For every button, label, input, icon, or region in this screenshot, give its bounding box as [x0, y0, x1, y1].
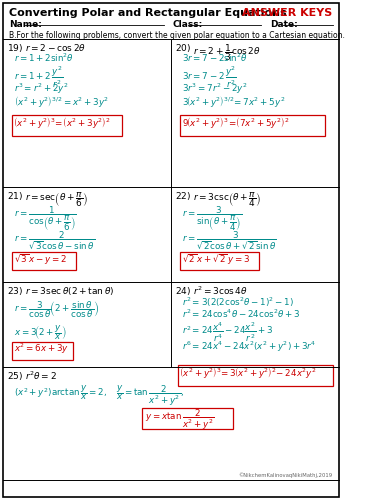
- Text: $\left(x^2+y^2\right)^{3/2} = x^2+3y^2$: $\left(x^2+y^2\right)^{3/2} = x^2+3y^2$: [14, 94, 109, 109]
- Text: ANSWER KEYS: ANSWER KEYS: [242, 8, 333, 18]
- Text: Class:: Class:: [173, 20, 203, 29]
- Text: $r = \sec\!\left(\theta+\dfrac{\pi}{6}\right)$: $r = \sec\!\left(\theta+\dfrac{\pi}{6}\r…: [25, 190, 88, 209]
- Text: $20)$: $20)$: [175, 42, 191, 54]
- Text: $r^2 = 3(2(2\cos^2\!\theta-1)^2-1)$: $r^2 = 3(2(2\cos^2\!\theta-1)^2-1)$: [182, 296, 294, 310]
- Text: $x^2 = 6x+3y$: $x^2 = 6x+3y$: [14, 342, 69, 356]
- Text: $r = \dfrac{3}{\sin\!\left(\theta+\dfrac{\pi}{4}\right)}$: $r = \dfrac{3}{\sin\!\left(\theta+\dfrac…: [182, 205, 242, 234]
- Text: $\!\left(x^2+y^2\right)^3\!=\!\left(x^2+3y^2\right)^2$: $\!\left(x^2+y^2\right)^3\!=\!\left(x^2+…: [14, 115, 111, 130]
- Text: Name:: Name:: [9, 20, 42, 29]
- Text: $r = \dfrac{2}{\sqrt{3}\cos\theta-\sin\theta}$: $r = \dfrac{2}{\sqrt{3}\cos\theta-\sin\t…: [14, 230, 95, 252]
- Text: B.For the following problems, convert the given polar equation to a Cartesian eq: B.For the following problems, convert th…: [9, 31, 345, 40]
- Text: $x = 3\!\left(2+\dfrac{y}{x}\right)$: $x = 3\!\left(2+\dfrac{y}{x}\right)$: [14, 323, 67, 342]
- Text: $3r = 7-2\sin^2\!\theta$: $3r = 7-2\sin^2\!\theta$: [182, 52, 248, 64]
- Text: $3\!\left(x^2+y^2\right)^{3/2}\!=7x^2+5y^2$: $3\!\left(x^2+y^2\right)^{3/2}\!=7x^2+5y…: [182, 94, 286, 109]
- Text: $r^2 = 24\dfrac{x^4}{r^4}-24\dfrac{x^2}{r^2}+3$: $r^2 = 24\dfrac{x^4}{r^4}-24\dfrac{x^2}{…: [182, 320, 274, 344]
- Text: $r = 1+2\,\dfrac{y^2}{r^2}$: $r = 1+2\,\dfrac{y^2}{r^2}$: [14, 64, 64, 90]
- Text: $\sqrt{2}\,x+\sqrt{2}\,y = 3$: $\sqrt{2}\,x+\sqrt{2}\,y = 3$: [182, 252, 251, 266]
- Text: $r^2 = 24\cos^4\!\theta-24\cos^2\!\theta+3$: $r^2 = 24\cos^4\!\theta-24\cos^2\!\theta…: [182, 308, 301, 320]
- Text: $21)$: $21)$: [7, 190, 23, 202]
- Text: $r^2 = 3\cos 4\theta$: $r^2 = 3\cos 4\theta$: [193, 285, 248, 298]
- Text: $\!\left(x^2+y^2\right)^3\!=3\!\left(x^2+y^2\right)^2\!-24x^2y^2$: $\!\left(x^2+y^2\right)^3\!=3\!\left(x^2…: [181, 365, 317, 380]
- Text: $r^6 = 24x^4-24x^2(x^2+y^2)+3r^4$: $r^6 = 24x^4-24x^2(x^2+y^2)+3r^4$: [182, 340, 317, 354]
- Text: $r = 2+\dfrac{1}{3}\cos 2\theta$: $r = 2+\dfrac{1}{3}\cos 2\theta$: [193, 42, 261, 63]
- Text: $r = 2-\cos 2\theta$: $r = 2-\cos 2\theta$: [25, 42, 86, 53]
- Text: $r = \dfrac{3}{\sqrt{2}\cos\theta+\sqrt{2}\sin\theta}$: $r = \dfrac{3}{\sqrt{2}\cos\theta+\sqrt{…: [182, 230, 277, 252]
- Text: Date:: Date:: [270, 20, 298, 29]
- Text: $r = 1+2\sin^2\!\theta$: $r = 1+2\sin^2\!\theta$: [14, 52, 74, 64]
- Text: $22)$: $22)$: [175, 190, 191, 202]
- Text: $3r^3 = 7r^2-2y^2$: $3r^3 = 7r^2-2y^2$: [182, 82, 248, 96]
- Text: ©NikchemKalinovaqNikiMathj,2019: ©NikchemKalinovaqNikiMathj,2019: [239, 472, 333, 478]
- Text: $19)$: $19)$: [7, 42, 23, 54]
- Text: $y = x\tan\dfrac{2}{x^2+y^2}$: $y = x\tan\dfrac{2}{x^2+y^2}$: [145, 408, 214, 432]
- Text: $r = \dfrac{3}{\cos\theta}\!\left(2+\dfrac{\sin\theta}{\cos\theta}\right)$: $r = \dfrac{3}{\cos\theta}\!\left(2+\dfr…: [14, 299, 99, 320]
- Text: Converting Polar and Rectangular Equations: Converting Polar and Rectangular Equatio…: [9, 8, 286, 18]
- Text: $r = 3\sec\theta(2+\tan\theta)$: $r = 3\sec\theta(2+\tan\theta)$: [25, 285, 114, 297]
- Text: $25)$: $25)$: [7, 370, 23, 382]
- Text: $r^3 = r^2+2y^2$: $r^3 = r^2+2y^2$: [14, 82, 69, 96]
- Text: $r = 3\csc\!\left(\theta+\dfrac{\pi}{4}\right)$: $r = 3\csc\!\left(\theta+\dfrac{\pi}{4}\…: [193, 190, 261, 209]
- Text: $9\!\left(x^2+y^2\right)^3\!=\!\left(7x^2+5y^2\right)^2$: $9\!\left(x^2+y^2\right)^3\!=\!\left(7x^…: [182, 115, 290, 130]
- Text: $r^2\theta = 2$: $r^2\theta = 2$: [25, 370, 57, 382]
- Text: $\sqrt{3}\,x-y = 2$: $\sqrt{3}\,x-y = 2$: [14, 252, 67, 266]
- Text: $r = \dfrac{1}{\cos\!\left(\theta+\dfrac{\pi}{6}\right)}$: $r = \dfrac{1}{\cos\!\left(\theta+\dfrac…: [14, 205, 76, 234]
- Text: $(x^2+y^2)\arctan\dfrac{y}{x}=2,\quad\dfrac{y}{x}=\tan\dfrac{2}{x^2+y^2},$: $(x^2+y^2)\arctan\dfrac{y}{x}=2,\quad\df…: [14, 384, 184, 408]
- Text: $23)$: $23)$: [7, 285, 23, 297]
- Text: $3r = 7-2\,\dfrac{y^2}{r^2}$: $3r = 7-2\,\dfrac{y^2}{r^2}$: [182, 64, 237, 90]
- Text: $24)$: $24)$: [175, 285, 191, 297]
